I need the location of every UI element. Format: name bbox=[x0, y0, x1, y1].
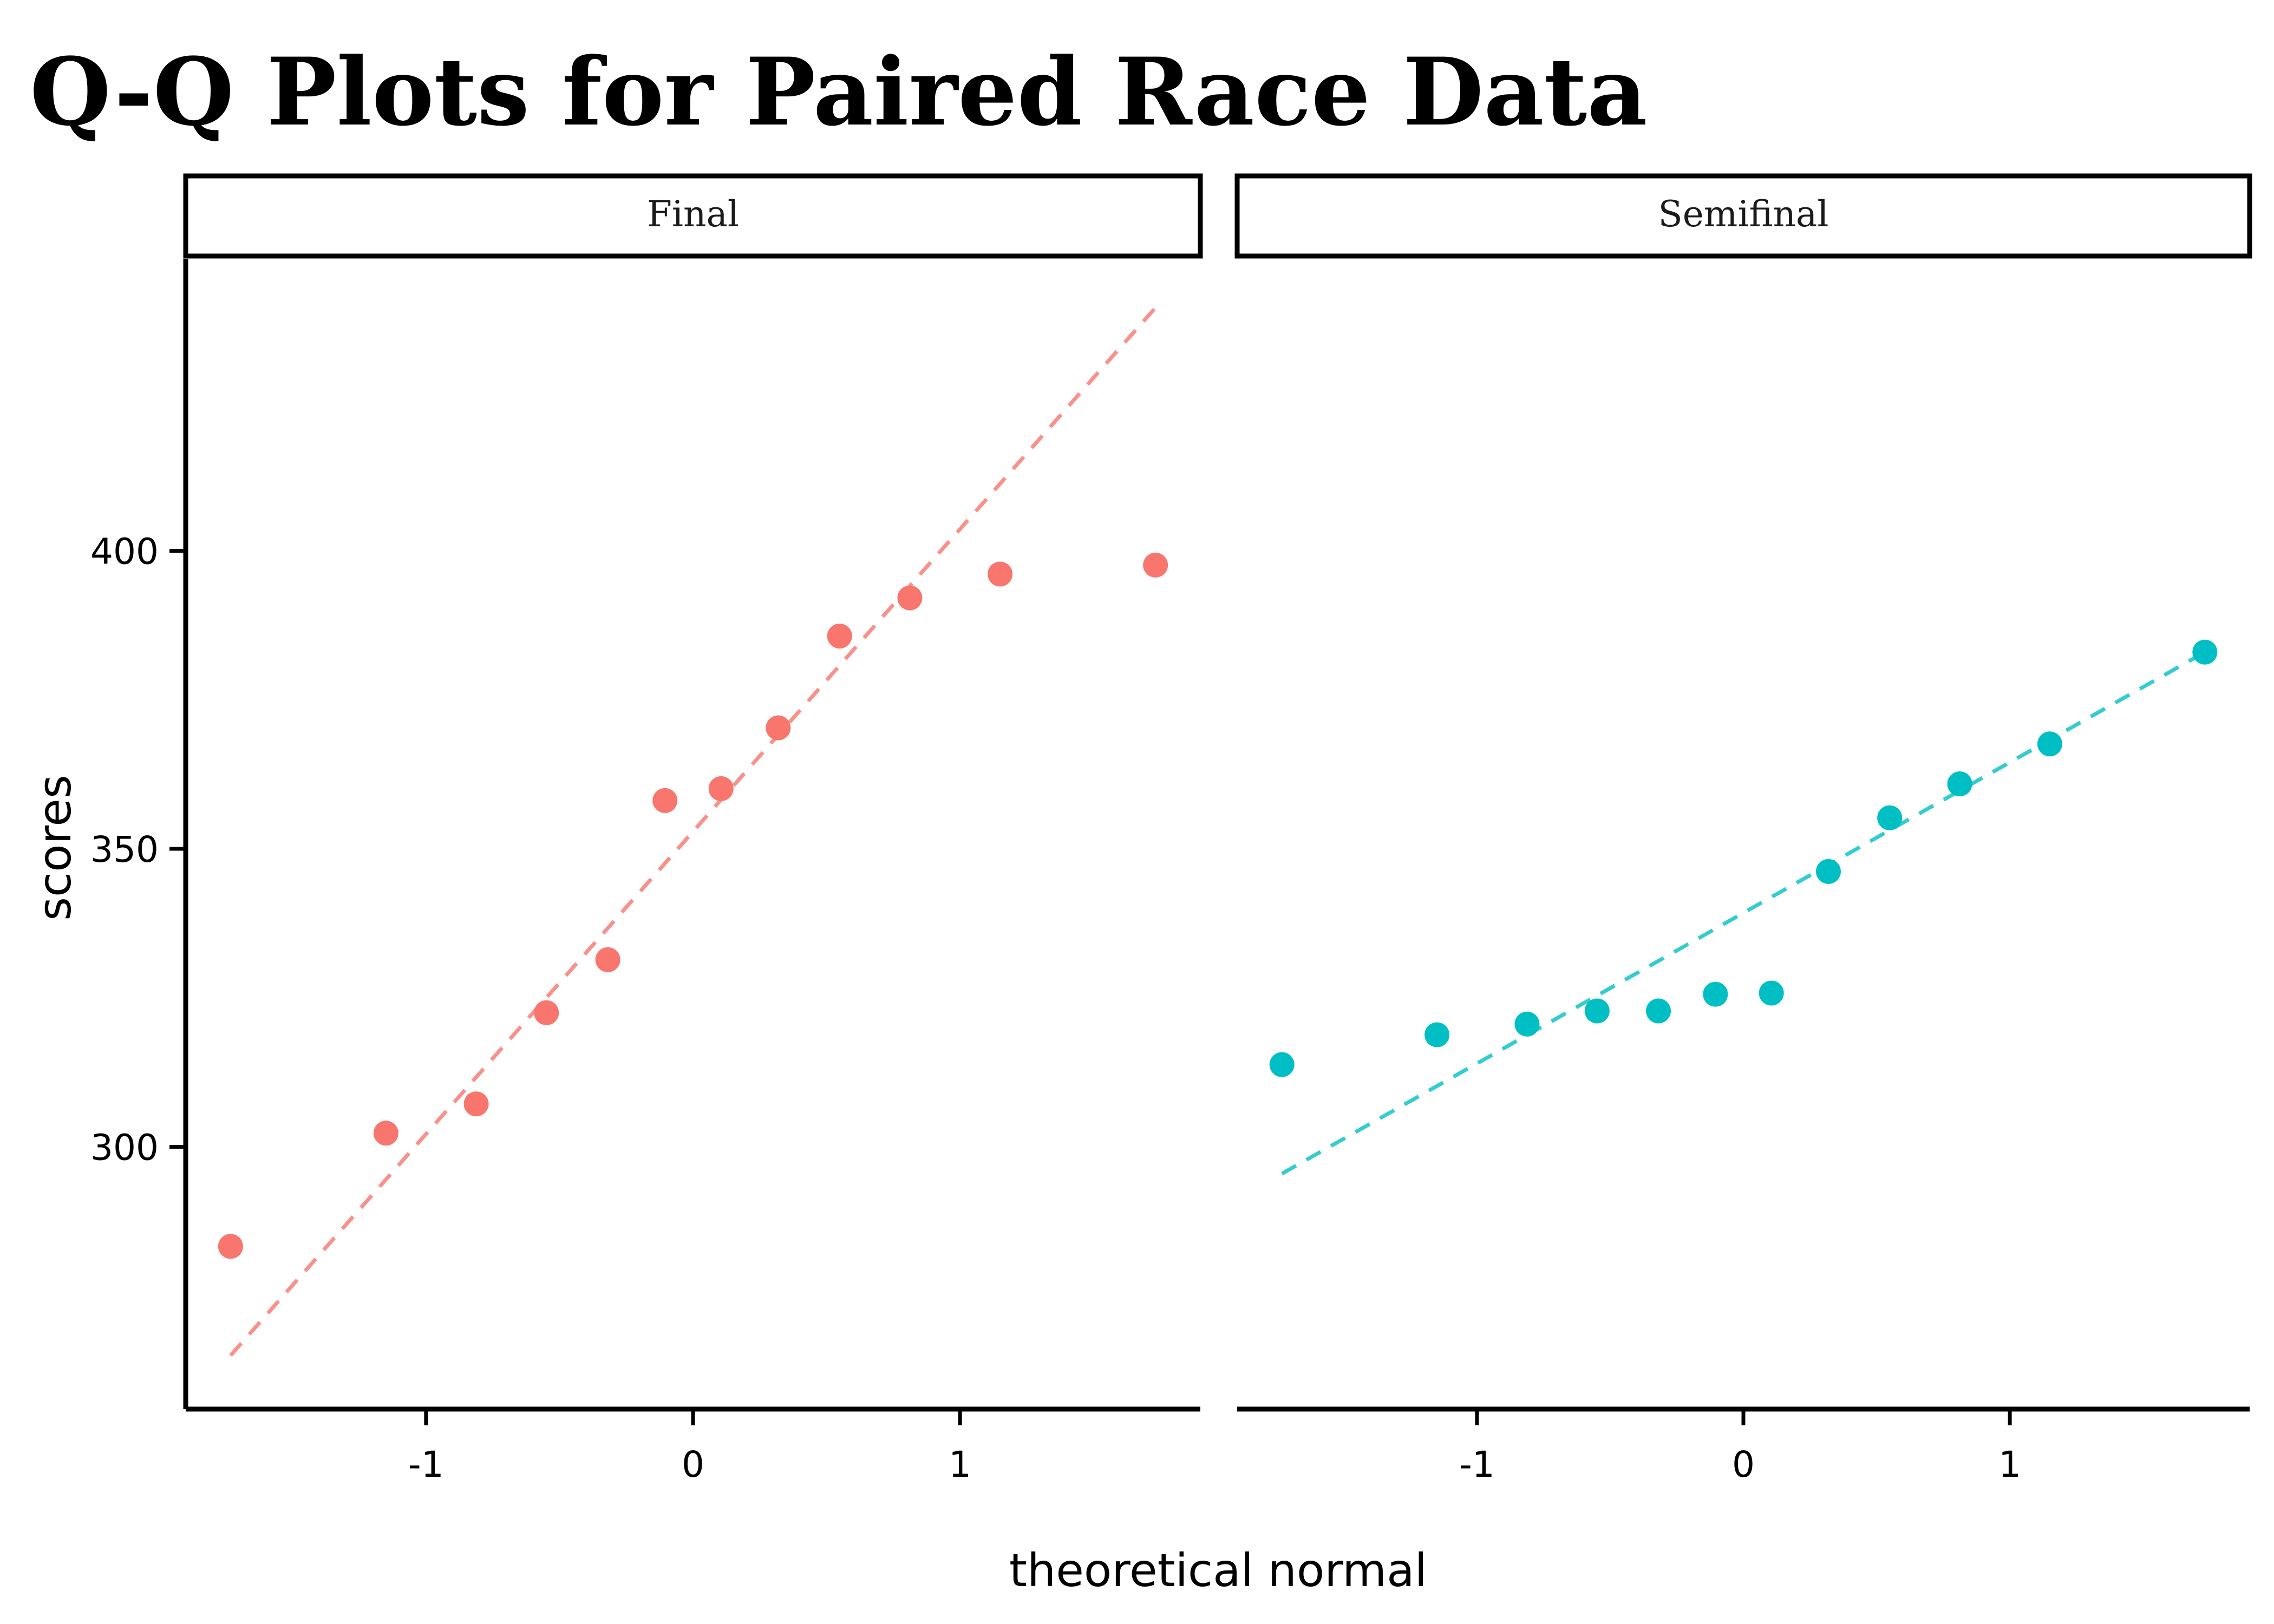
data-point bbox=[1947, 771, 1972, 797]
data-point bbox=[595, 947, 620, 972]
data-point bbox=[766, 715, 791, 741]
x-axis-label: theoretical normal bbox=[1009, 1544, 1427, 1597]
qq-reference-line bbox=[229, 306, 1157, 1357]
data-point bbox=[1703, 981, 1728, 1007]
chart-title: Q-Q Plots for Paired Race Data bbox=[30, 37, 1648, 147]
data-point bbox=[1759, 980, 1784, 1006]
strip-label: Final bbox=[647, 193, 739, 235]
panel-final: Final -1 0 1 300 350 400 bbox=[90, 173, 1203, 1485]
x-tick-label: 0 bbox=[1732, 1444, 1755, 1485]
data-point bbox=[1584, 998, 1610, 1024]
data-point bbox=[1877, 805, 1903, 830]
data-point bbox=[708, 776, 734, 801]
data-point bbox=[1143, 552, 1168, 578]
data-point bbox=[652, 788, 678, 813]
data-point bbox=[463, 1091, 489, 1117]
data-point bbox=[1646, 998, 1671, 1024]
data-point bbox=[988, 561, 1013, 587]
data-point bbox=[218, 1234, 243, 1259]
data-point bbox=[1424, 1022, 1450, 1047]
y-tick-label: 300 bbox=[90, 1127, 159, 1169]
data-point bbox=[1815, 859, 1841, 884]
x-tick-label: 1 bbox=[949, 1444, 971, 1485]
x-tick-label: 0 bbox=[682, 1444, 704, 1485]
y-tick-label: 400 bbox=[90, 531, 159, 573]
data-point bbox=[1514, 1011, 1540, 1037]
data-point bbox=[2037, 731, 2062, 757]
data-point bbox=[897, 585, 923, 611]
strip-label: Semifinal bbox=[1658, 193, 1829, 235]
strip-box bbox=[183, 173, 1203, 259]
y-axis-label: scores bbox=[28, 775, 81, 920]
x-tick-label: -1 bbox=[408, 1444, 444, 1485]
data-point bbox=[534, 1000, 559, 1025]
qq-reference-line bbox=[1280, 650, 2206, 1176]
x-tick-label: 1 bbox=[1998, 1444, 2021, 1485]
panel-semifinal: Semifinal -1 0 1 bbox=[1234, 173, 2252, 1485]
data-point bbox=[1269, 1052, 1295, 1077]
data-point bbox=[827, 623, 852, 649]
data-point bbox=[373, 1121, 398, 1146]
strip-box bbox=[1234, 173, 2252, 259]
data-point bbox=[2192, 639, 2218, 665]
x-tick-label: -1 bbox=[1459, 1444, 1495, 1485]
y-tick-label: 350 bbox=[90, 829, 159, 870]
